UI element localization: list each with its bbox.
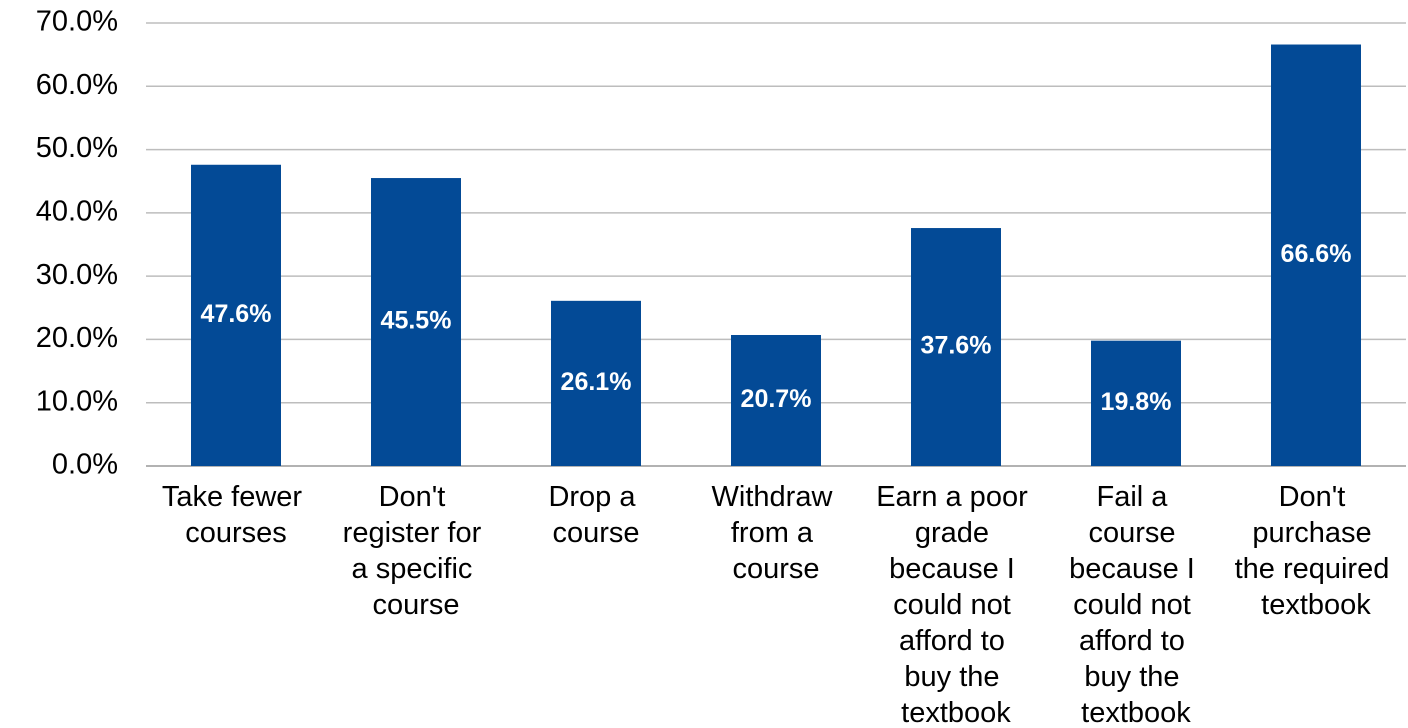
bar [911,228,1001,466]
y-tick-label: 10.0% [36,385,118,417]
value-label: 45.5% [381,307,452,335]
y-tick-label: 50.0% [36,132,118,164]
x-tick-label: Earn a poor grade because I could not af… [876,481,1036,728]
bar [371,178,461,467]
y-tick-label: 70.0% [36,6,118,38]
bar [1091,340,1181,466]
x-tick-label: Fail a course because I could not afford… [1069,481,1203,728]
y-tick-label: 60.0% [36,69,118,101]
value-label: 20.7% [741,385,812,413]
value-label: 26.1% [561,368,632,396]
x-tick-label: Drop a course [548,481,643,549]
value-label: 47.6% [201,300,272,328]
x-tick-label: Withdraw from a course [712,481,841,585]
bar [551,300,641,466]
value-label: 66.6% [1281,240,1352,268]
y-tick-label: 30.0% [36,259,118,291]
bar [1271,44,1361,466]
y-tick-label: 0.0% [52,449,118,481]
y-tick-label: 40.0% [36,196,118,228]
x-tick-label: Don't register for a specific course [343,481,490,621]
y-tick-label: 20.0% [36,322,118,354]
value-label: 19.8% [1101,388,1172,416]
bar [191,164,281,466]
x-tick-label: Take fewer courses [162,481,310,549]
bar [731,334,821,466]
value-label: 37.6% [921,332,992,360]
x-tick-label: Don't purchase the required textbook [1235,481,1398,621]
